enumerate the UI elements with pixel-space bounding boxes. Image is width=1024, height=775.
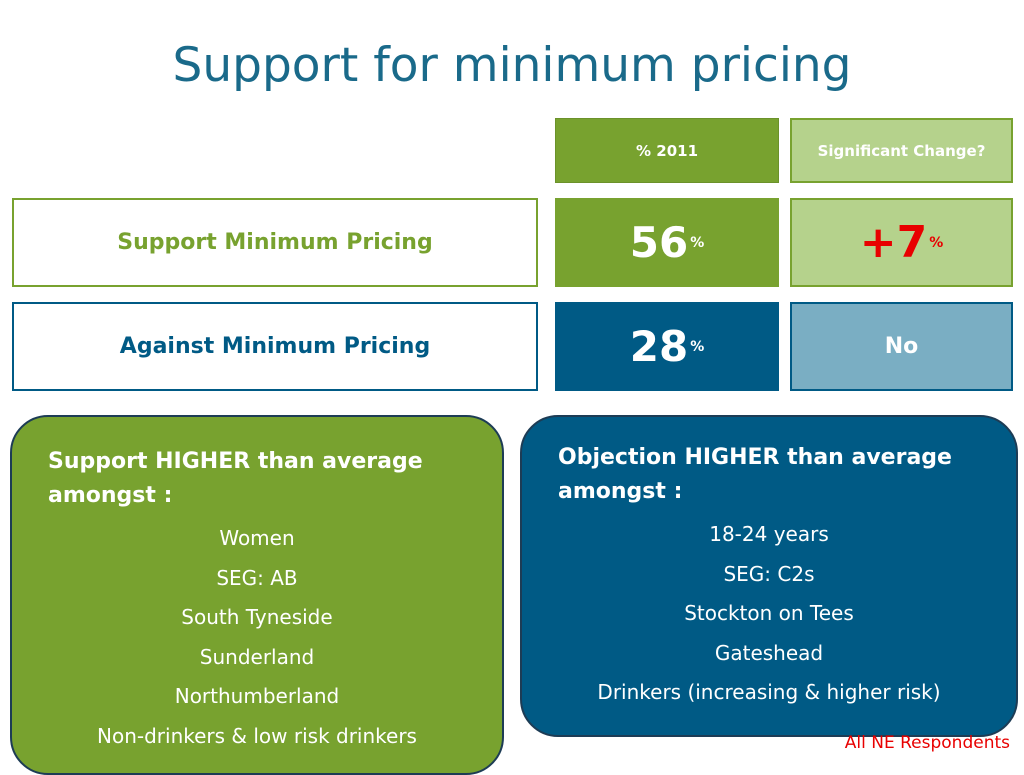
page-title: Support for minimum pricing xyxy=(172,38,852,93)
objection-panel-heading: Objection HIGHER than average amongst : xyxy=(558,445,952,504)
support-label: Support Minimum Pricing xyxy=(12,198,538,287)
objection-item-gateshead: Gateshead xyxy=(714,640,824,665)
support-panel-heading: Support HIGHER than average amongst : xyxy=(48,449,423,508)
footnote: All NE Respondents xyxy=(844,733,1010,753)
support-item-sunderland: Sunderland xyxy=(199,644,315,669)
header-percent-2011: % 2011 xyxy=(555,118,779,183)
support-item-women: Women xyxy=(219,526,295,550)
support-panel-list: Women SEG: AB South Tyneside Sunderland … xyxy=(12,519,502,756)
objection-panel-list: 18-24 years SEG: C2s Stockton on Tees Ga… xyxy=(522,515,1016,713)
support-item-south-tyneside: South Tyneside xyxy=(181,605,333,629)
support-item-northumberland: Northumberland xyxy=(174,684,340,708)
support-value: 56 xyxy=(629,218,689,267)
objection-item-drinkers: Drinkers (increasing & higher risk) xyxy=(597,680,941,704)
objection-higher-panel: Objection HIGHER than average amongst : … xyxy=(520,415,1018,737)
against-value: 28 xyxy=(629,322,689,371)
support-value-unit: % xyxy=(690,234,705,251)
support-value-cell: 56% xyxy=(555,198,779,287)
support-change-cell: +7% xyxy=(790,198,1013,287)
against-change-cell: No xyxy=(790,302,1013,391)
against-change: No xyxy=(884,334,919,359)
objection-item-18-24: 18-24 years xyxy=(709,522,829,546)
support-item-seg-ab: SEG: AB xyxy=(216,565,298,590)
against-value-cell: 28% xyxy=(555,302,779,391)
support-change-unit: % xyxy=(929,234,944,251)
support-item-non-drinkers: Non-drinkers & low risk drinkers xyxy=(97,723,417,748)
header-significant-change: Significant Change? xyxy=(790,118,1013,183)
against-value-unit: % xyxy=(690,338,705,355)
objection-item-stockton: Stockton on Tees xyxy=(684,601,854,625)
against-label: Against Minimum Pricing xyxy=(12,302,538,391)
support-higher-panel: Support HIGHER than average amongst : Wo… xyxy=(10,415,504,775)
objection-item-seg-c2s: SEG: C2s xyxy=(723,561,815,586)
support-change: +7 xyxy=(859,217,928,268)
